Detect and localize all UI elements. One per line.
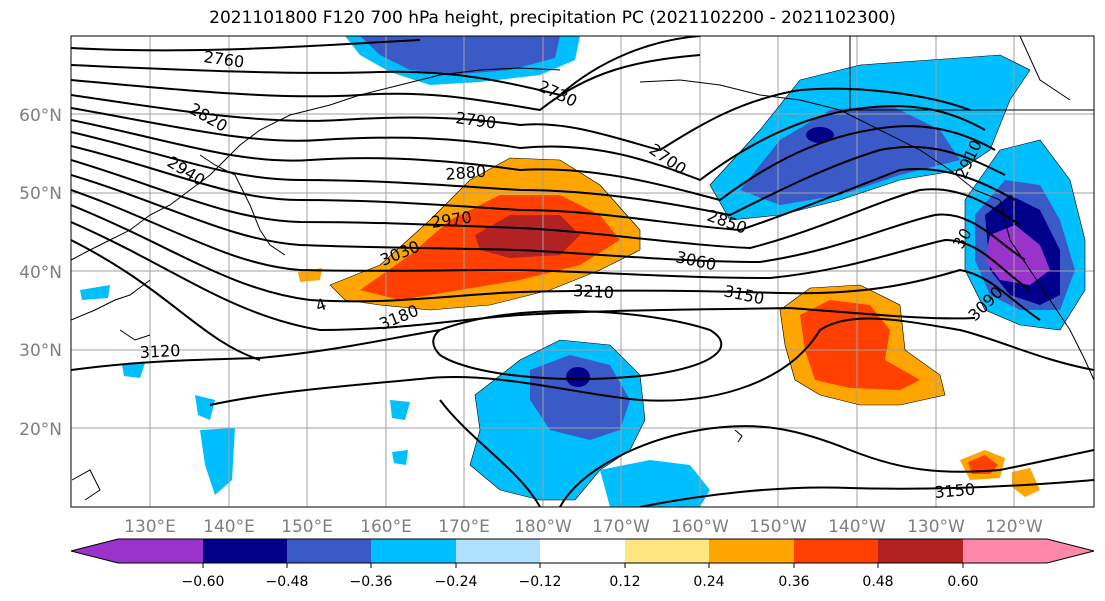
lon-label: 160°W bbox=[671, 517, 729, 537]
colorbar-segment bbox=[709, 539, 794, 563]
precip-area bbox=[806, 127, 834, 143]
colorbar-segment bbox=[794, 539, 878, 563]
colorbar-segment bbox=[118, 539, 203, 563]
lat-label: 30°N bbox=[19, 341, 62, 361]
lat-label: 40°N bbox=[19, 263, 62, 283]
colorbar-segment bbox=[963, 539, 1047, 563]
lon-label: 150°E bbox=[281, 517, 333, 537]
lon-label: 140°W bbox=[828, 517, 886, 537]
precip-area bbox=[800, 300, 920, 390]
colorbar-tick: 0.36 bbox=[778, 574, 809, 590]
lon-label: 160°E bbox=[360, 517, 412, 537]
precip-area bbox=[968, 455, 998, 474]
precip-area bbox=[1012, 468, 1040, 497]
colorbar-segment bbox=[625, 539, 709, 563]
lat-label: 50°N bbox=[19, 184, 62, 204]
lon-label: 120°W bbox=[985, 517, 1043, 537]
precip-area bbox=[740, 105, 960, 205]
contour-label: 3120 bbox=[139, 341, 181, 362]
colorbar-tick: 0.48 bbox=[862, 574, 893, 590]
chart-title: 2021101800 F120 700 hPa height, precipit… bbox=[209, 8, 896, 28]
colorbar-tick: 0.60 bbox=[947, 574, 978, 590]
longitude-labels: 130°E 140°E 150°E 160°E 170°E 180°W 170°… bbox=[124, 517, 1043, 537]
lon-label: 130°W bbox=[907, 517, 965, 537]
colorbar-tick: −0.12 bbox=[519, 574, 562, 590]
colorbar: −0.60 −0.48 −0.36 −0.24 −0.12 0.12 0.24 … bbox=[70, 538, 1095, 590]
lon-label: 180°W bbox=[514, 517, 572, 537]
colorbar-tick: 0.24 bbox=[693, 574, 724, 590]
precip-area bbox=[530, 355, 630, 440]
colorbar-segment bbox=[371, 539, 456, 563]
contour-label: 3150 bbox=[934, 480, 976, 502]
lat-label: 20°N bbox=[19, 420, 62, 440]
precip-area bbox=[200, 428, 235, 495]
contour-label: 3210 bbox=[573, 281, 615, 302]
fill-outlines bbox=[329, 54, 1086, 501]
map-border bbox=[70, 35, 1095, 508]
lon-label: 170°W bbox=[592, 517, 650, 537]
precip-fills bbox=[80, 36, 1085, 507]
precip-area bbox=[122, 363, 145, 378]
precip-area bbox=[475, 215, 580, 258]
colorbar-segment bbox=[878, 539, 963, 563]
colorbar-tick: −0.36 bbox=[350, 574, 393, 590]
colorbar-segment bbox=[456, 539, 540, 563]
precip-area bbox=[390, 400, 410, 420]
precip-area bbox=[600, 460, 710, 507]
colorbar-segment bbox=[287, 539, 371, 563]
precip-area bbox=[360, 36, 560, 74]
height-contours bbox=[71, 36, 1094, 507]
lon-label: 130°E bbox=[124, 517, 176, 537]
lon-label: 150°W bbox=[749, 517, 807, 537]
precip-area bbox=[566, 367, 590, 387]
lat-label: 60°N bbox=[19, 106, 62, 126]
gridlines bbox=[71, 36, 1094, 507]
colorbar-segment bbox=[540, 539, 625, 563]
latitude-labels: 60°N 50°N 40°N 30°N 20°N bbox=[19, 106, 62, 440]
lon-label: 140°E bbox=[203, 517, 255, 537]
colorbar-tick: −0.24 bbox=[435, 574, 478, 590]
lon-label: 170°E bbox=[438, 517, 490, 537]
precip-area bbox=[392, 450, 408, 465]
colorbar-tick: −0.48 bbox=[266, 574, 309, 590]
precip-area bbox=[80, 285, 110, 300]
coastlines bbox=[71, 36, 1094, 501]
colorbar-tick: 0.12 bbox=[609, 574, 640, 590]
colorbar-segment bbox=[203, 539, 287, 563]
contour-label: 2880 bbox=[445, 162, 487, 184]
precip-area bbox=[195, 395, 215, 420]
colorbar-tick: −0.60 bbox=[182, 574, 225, 590]
